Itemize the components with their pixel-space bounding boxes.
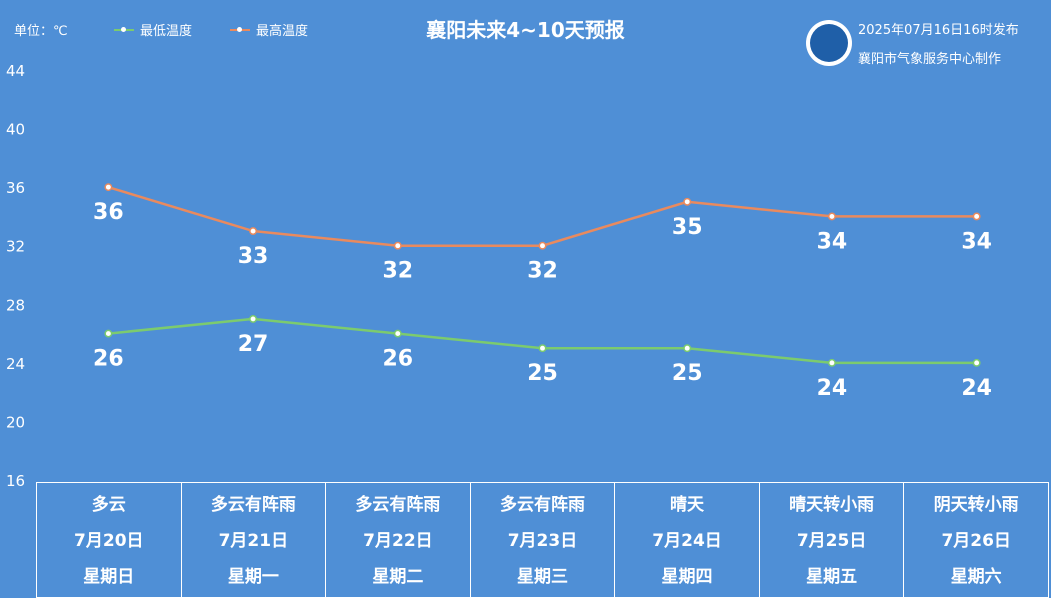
- y-tick-label: 40: [6, 121, 25, 139]
- max-temp-data-label: 34: [961, 229, 992, 254]
- chart-title: 襄阳未来4~10天预报: [426, 18, 625, 42]
- day-weekday: 星期二: [372, 567, 424, 587]
- y-tick-label: 36: [6, 179, 25, 197]
- day-weather: 多云有阵雨: [210, 495, 296, 515]
- day-cell: 多云有阵雨 7月22日 星期二: [325, 482, 471, 598]
- max-temp-point: [249, 227, 258, 236]
- y-tick-label: 28: [6, 296, 25, 314]
- max-temp-point: [393, 241, 402, 250]
- day-weather: 晴天: [670, 495, 705, 515]
- max-temp-data-label: 33: [238, 244, 269, 269]
- day-date: 7月21日: [218, 531, 289, 551]
- logo-emblem-icon: [810, 24, 848, 62]
- max-temp-data-label: 35: [672, 215, 703, 240]
- day-weekday: 星期四: [661, 567, 713, 587]
- legend-min-label: 最低温度: [140, 24, 193, 39]
- day-weekday: 星期日: [83, 567, 135, 587]
- day-date: 7月22日: [363, 531, 433, 551]
- y-tick-label: 32: [6, 238, 25, 256]
- day-weekday: 星期一: [227, 567, 279, 587]
- legend-max: 最高温度: [230, 20, 308, 39]
- day-cell: 多云有阵雨 7月23日 星期三: [469, 482, 616, 598]
- max-temp-point: [972, 212, 981, 221]
- min-temp-point: [827, 358, 836, 367]
- min-temp-point: [972, 358, 981, 367]
- producer: 襄阳市气象服务中心制作: [858, 52, 1002, 67]
- day-weather: 多云有阵雨: [499, 495, 585, 515]
- min-temp-point: [249, 314, 258, 323]
- y-tick-label: 44: [6, 62, 25, 80]
- day-date: 7月20日: [74, 531, 144, 551]
- day-cell: 晴天转小雨 7月25日 星期五: [758, 482, 905, 598]
- min-temp-data-label: 24: [817, 376, 848, 401]
- day-cell: 晴天 7月24日 星期四: [614, 482, 760, 598]
- day-date: 7月23日: [507, 531, 578, 551]
- max-temp-data-label: 34: [817, 229, 848, 254]
- max-temp-point: [104, 183, 113, 192]
- day-cell: 阴天转小雨 7月26日 星期六: [903, 482, 1049, 598]
- day-weather: 多云: [91, 495, 126, 515]
- table-row: 多云 7月20日 星期日 多云有阵雨 7月21日 星期一 多云有阵雨 7月22日…: [36, 482, 1049, 598]
- min-temp-point: [104, 329, 113, 338]
- day-weekday: 星期三: [516, 567, 568, 587]
- min-temp-data-label: 26: [93, 347, 124, 372]
- max-temp-point: [683, 197, 692, 206]
- day-weekday: 星期五: [806, 567, 858, 587]
- day-weather: 阴天转小雨: [933, 495, 1019, 515]
- publish-time: 2025年07月16日16时发布: [858, 23, 1019, 38]
- max-temp-data-label: 32: [527, 259, 558, 284]
- min-temp-data-label: 26: [382, 347, 413, 372]
- day-weather: 多云有阵雨: [355, 495, 441, 515]
- min-temp-data-label: 25: [672, 361, 703, 386]
- min-temp-point: [683, 344, 692, 353]
- day-cell: 多云有阵雨 7月21日 星期一: [180, 482, 327, 598]
- min-temp-point: [538, 344, 547, 353]
- y-tick-label: 20: [6, 413, 25, 431]
- unit-label: 单位：℃: [14, 24, 68, 39]
- day-date: 7月26日: [941, 531, 1011, 551]
- min-temp-data-label: 27: [238, 332, 269, 357]
- y-tick-label: 24: [6, 355, 25, 373]
- min-temp-data-label: 24: [961, 376, 992, 401]
- day-date: 7月24日: [652, 531, 722, 551]
- logo: [806, 20, 852, 66]
- legend-max-label: 最高温度: [256, 24, 309, 39]
- legend-max-swatch-icon: [230, 26, 250, 32]
- max-temp-data-label: 36: [93, 200, 124, 225]
- day-cell: 多云 7月20日 星期日: [36, 482, 182, 598]
- daily-forecast-table: 多云 7月20日 星期日 多云有阵雨 7月21日 星期一 多云有阵雨 7月22日…: [36, 482, 1049, 598]
- max-temp-point: [827, 212, 836, 221]
- y-tick-label: 16: [6, 472, 25, 490]
- max-temp-point: [538, 241, 547, 250]
- legend-min: 最低温度: [114, 20, 192, 39]
- day-weather: 晴天转小雨: [789, 495, 875, 515]
- min-temp-data-label: 25: [527, 361, 558, 386]
- day-weekday: 星期六: [950, 567, 1002, 587]
- min-temp-point: [393, 329, 402, 338]
- day-date: 7月25日: [796, 531, 867, 551]
- max-temp-data-label: 32: [382, 259, 413, 284]
- legend-min-swatch-icon: [114, 26, 134, 32]
